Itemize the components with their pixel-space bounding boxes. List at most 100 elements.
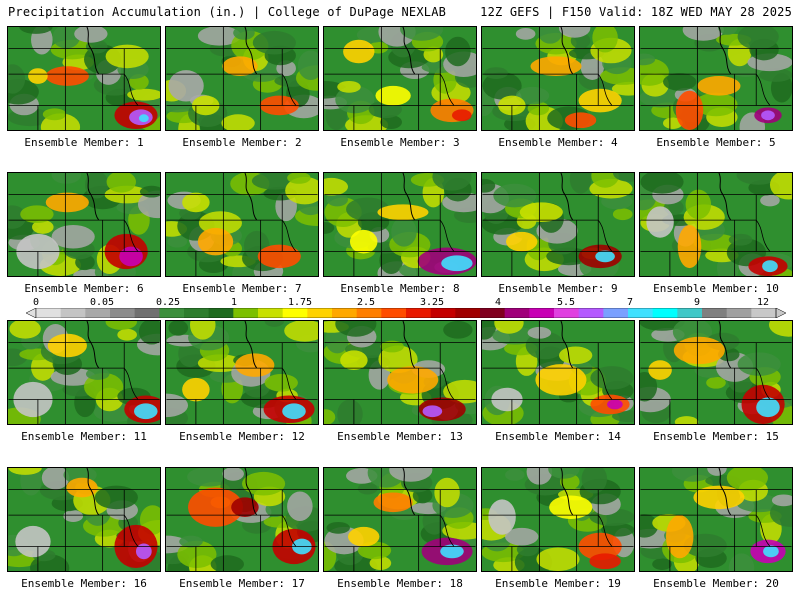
colorbar-swatch xyxy=(529,308,555,318)
ensemble-map-panel xyxy=(481,467,635,572)
ensemble-member-label: Ensemble Member: 8 xyxy=(340,282,460,295)
ensemble-member-label: Ensemble Member: 15 xyxy=(653,430,779,443)
colorbar-tick-label: 12 xyxy=(756,297,770,308)
colorbar-swatch xyxy=(726,308,752,318)
colorbar-swatch xyxy=(702,308,728,318)
precip-map xyxy=(640,173,792,276)
ensemble-member-label: Ensemble Member: 9 xyxy=(498,282,618,295)
precip-map xyxy=(8,27,160,130)
ensemble-map-panel xyxy=(481,26,635,131)
colorbar-swatch xyxy=(628,308,654,318)
colorbar-swatch xyxy=(36,308,62,318)
colorbar-swatch xyxy=(208,308,234,318)
ensemble-member-label: Ensemble Member: 19 xyxy=(495,577,621,590)
ensemble-member-label: Ensemble Member: 4 xyxy=(498,136,618,149)
ensemble-member-label: Ensemble Member: 17 xyxy=(179,577,305,590)
precip-map xyxy=(482,27,634,130)
colorbar-swatch xyxy=(406,308,432,318)
precip-map xyxy=(640,321,792,424)
ensemble-member-label: Ensemble Member: 6 xyxy=(24,282,144,295)
colorbar-tick-label: 0 xyxy=(32,297,40,308)
colorbar-tick-label: 5.5 xyxy=(556,297,576,308)
colorbar-tick-label: 7 xyxy=(626,297,634,308)
precip-map xyxy=(324,173,476,276)
colorbar-swatch xyxy=(381,308,407,318)
ensemble-map-panel xyxy=(639,172,793,277)
colorbar-swatch xyxy=(652,308,678,318)
colorbar-swatch xyxy=(233,308,259,318)
ensemble-map-panel xyxy=(481,172,635,277)
ensemble-map-panel xyxy=(639,320,793,425)
precip-map xyxy=(640,27,792,130)
ensemble-member-label: Ensemble Member: 5 xyxy=(656,136,776,149)
colorbar-swatch xyxy=(134,308,160,318)
ensemble-map-panel xyxy=(165,172,319,277)
colorbar-swatch xyxy=(159,308,185,318)
colorbar-right-arrow xyxy=(775,308,786,318)
precip-map xyxy=(166,27,318,130)
colorbar-swatch xyxy=(85,308,111,318)
precip-map xyxy=(8,173,160,276)
valid-time-label: 12Z GEFS | F150 Valid: 18Z WED MAY 28 20… xyxy=(480,5,792,19)
colorbar-tick-label: 0.05 xyxy=(89,297,115,308)
colorbar-swatch xyxy=(356,308,382,318)
colorbar-tick-label: 9 xyxy=(693,297,701,308)
precip-map xyxy=(324,27,476,130)
ensemble-map-panel xyxy=(165,320,319,425)
precip-map xyxy=(166,321,318,424)
colorbar-swatch xyxy=(184,308,210,318)
colorbar-swatch xyxy=(282,308,308,318)
map-title: Precipitation Accumulation (in.) | Colle… xyxy=(8,5,447,19)
colorbar-swatch xyxy=(455,308,481,318)
colorbar-swatch xyxy=(554,308,580,318)
colorbar-tick-label: 1.75 xyxy=(287,297,313,308)
ensemble-member-label: Ensemble Member: 16 xyxy=(21,577,147,590)
ensemble-member-label: Ensemble Member: 14 xyxy=(495,430,621,443)
ensemble-member-label: Ensemble Member: 1 xyxy=(24,136,144,149)
colorbar-tick-label: 2.5 xyxy=(356,297,376,308)
colorbar-swatch xyxy=(751,308,777,318)
precip-colorbar xyxy=(26,308,786,318)
ensemble-map-panel xyxy=(323,172,477,277)
precip-map xyxy=(166,468,318,571)
colorbar-swatch xyxy=(578,308,604,318)
ensemble-map-panel xyxy=(639,26,793,131)
ensemble-member-label: Ensemble Member: 18 xyxy=(337,577,463,590)
ensemble-member-label: Ensemble Member: 3 xyxy=(340,136,460,149)
ensemble-member-label: Ensemble Member: 10 xyxy=(653,282,779,295)
colorbar-tick-label: 0.25 xyxy=(155,297,181,308)
ensemble-map-panel xyxy=(7,172,161,277)
ensemble-member-label: Ensemble Member: 20 xyxy=(653,577,779,590)
colorbar-swatch xyxy=(332,308,358,318)
colorbar-swatch xyxy=(504,308,530,318)
colorbar-swatch xyxy=(60,308,86,318)
colorbar-tick-label: 3.25 xyxy=(419,297,445,308)
precip-map xyxy=(482,321,634,424)
ensemble-map-panel xyxy=(165,467,319,572)
ensemble-map-panel xyxy=(7,467,161,572)
ensemble-map-panel xyxy=(639,467,793,572)
colorbar-swatch xyxy=(307,308,333,318)
precip-map xyxy=(324,321,476,424)
precip-map xyxy=(482,468,634,571)
colorbar-tick-label: 4 xyxy=(494,297,502,308)
precip-map xyxy=(640,468,792,571)
colorbar-swatch xyxy=(110,308,136,318)
precip-map xyxy=(8,468,160,571)
ensemble-map-panel xyxy=(323,467,477,572)
precip-map xyxy=(482,173,634,276)
precip-map xyxy=(324,468,476,571)
ensemble-map-panel xyxy=(481,320,635,425)
ensemble-member-label: Ensemble Member: 7 xyxy=(182,282,302,295)
precip-map xyxy=(166,173,318,276)
ensemble-member-label: Ensemble Member: 2 xyxy=(182,136,302,149)
colorbar-swatch xyxy=(677,308,703,318)
ensemble-member-label: Ensemble Member: 11 xyxy=(21,430,147,443)
colorbar-left-arrow xyxy=(26,308,37,318)
colorbar-swatch xyxy=(480,308,506,318)
ensemble-member-label: Ensemble Member: 13 xyxy=(337,430,463,443)
precip-map xyxy=(8,321,160,424)
ensemble-map-panel xyxy=(323,26,477,131)
ensemble-map-panel xyxy=(7,26,161,131)
ensemble-member-label: Ensemble Member: 12 xyxy=(179,430,305,443)
